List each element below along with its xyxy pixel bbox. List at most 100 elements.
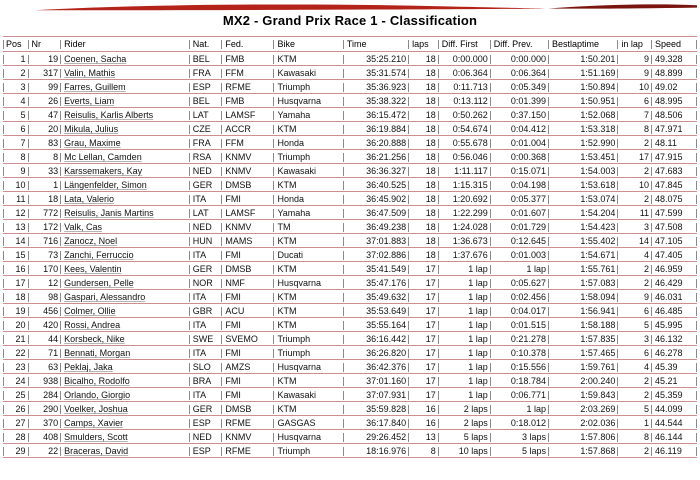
table-row: 2 317 Valin, Mathis FRA FFM Kawasaki 35:31.574… — [3, 67, 697, 80]
cell-nat: HUN — [189, 235, 223, 248]
cell-fed: FMB — [222, 95, 275, 108]
cell-pos: 2 — [3, 67, 29, 80]
cell-diff-first: 10 laps — [438, 445, 491, 458]
cell-in-lap: 4 — [618, 361, 653, 374]
cell-diff-first: 1:37.676 — [438, 249, 491, 262]
cell-bestlaptime: 1:53.451 — [548, 151, 619, 164]
cell-diff-first: 0:56.046 — [438, 151, 491, 164]
cell-bestlaptime: 1:54.423 — [548, 221, 619, 234]
cell-nat: ESP — [189, 81, 223, 94]
cell-diff-first: 1:24.028 — [438, 221, 491, 234]
cell-fed: FMI — [222, 249, 275, 262]
cell-diff-prev: 0:12.645 — [490, 235, 549, 248]
cell-rider: Coenen, Sacha — [61, 53, 190, 66]
table-row: 17 12 Gundersen, Pelle NOR NMF Husqvarna 35:47… — [3, 277, 697, 290]
cell-laps: 17 — [409, 291, 439, 304]
cell-diff-first: 0:06.364 — [438, 67, 491, 80]
table-row: 20 420 Rossi, Andrea ITA FMI KTM 35:55.164 17 1 … — [3, 319, 697, 332]
table-row: 4 26 Everts, Liam BEL FMB Husqvarna 35:38.322 1… — [3, 95, 697, 108]
cell-bike: KTM — [274, 53, 344, 66]
rider-name: Everts, Liam — [64, 96, 115, 106]
cell-in-lap: 3 — [618, 333, 653, 346]
rider-name: Längenfelder, Simon — [64, 180, 147, 190]
cell-nr: 19 — [28, 53, 62, 66]
cell-in-lap: 2 — [618, 137, 653, 150]
cell-nr: 73 — [28, 249, 62, 262]
cell-diff-first: 1 lap — [438, 305, 491, 318]
cell-pos: 22 — [3, 347, 29, 360]
cell-rider: Zanchi, Ferruccio — [61, 249, 190, 262]
cell-speed: 48.506 — [652, 109, 697, 122]
cell-nr: 420 — [28, 319, 62, 332]
rider-name: Mc Lellan, Camden — [64, 152, 142, 162]
cell-diff-first: 1 lap — [438, 375, 491, 388]
cell-laps: 18 — [409, 123, 439, 136]
cell-rider: Voelker, Joshua — [61, 403, 190, 416]
cell-speed: 47.105 — [652, 235, 697, 248]
cell-bike: Honda — [274, 193, 344, 206]
cell-laps: 17 — [409, 319, 439, 332]
cell-nat: NOR — [189, 277, 223, 290]
cell-rider: Karssemakers, Kay — [61, 165, 190, 178]
cell-bestlaptime: 1:50.201 — [548, 53, 619, 66]
cell-bike: GASGAS — [274, 417, 344, 430]
cell-nat: NED — [189, 165, 223, 178]
cell-nat: SLO — [189, 361, 223, 374]
cell-laps: 18 — [409, 221, 439, 234]
cell-time: 36:16.442 — [343, 333, 410, 346]
cell-diff-prev: 0:00.000 — [490, 53, 549, 66]
column-header-speed: Speed — [652, 36, 697, 52]
cell-fed: ACCR — [222, 123, 275, 136]
rider-name: Rossi, Andrea — [64, 320, 121, 330]
cell-diff-first: 0:13.112 — [438, 95, 491, 108]
cell-diff-prev: 0:04.412 — [490, 123, 549, 136]
cell-diff-first: 1:20.692 — [438, 193, 491, 206]
cell-rider: Lata, Valerio — [61, 193, 190, 206]
cell-laps: 17 — [409, 389, 439, 402]
cell-rider: Bicalho, Rodolfo — [61, 375, 190, 388]
column-header-bestlaptime: Bestlaptime — [548, 36, 619, 52]
cell-pos: 13 — [3, 221, 29, 234]
cell-nat: GER — [189, 263, 223, 276]
cell-laps: 18 — [409, 67, 439, 80]
cell-bestlaptime: 1:55.761 — [548, 263, 619, 276]
cell-diff-prev: 0:05.377 — [490, 193, 549, 206]
cell-bike: Triumph — [274, 151, 344, 164]
cell-bestlaptime: 1:50.951 — [548, 95, 619, 108]
cell-diff-prev: 0:10.378 — [490, 347, 549, 360]
cell-nr: 456 — [28, 305, 62, 318]
rider-name: Reisulis, Janis Martins — [64, 208, 154, 218]
column-header-diff-prev: Diff. Prev. — [490, 36, 549, 52]
cell-in-lap: 11 — [618, 207, 653, 220]
cell-time: 36:49.238 — [343, 221, 410, 234]
cell-in-lap: 2 — [618, 277, 653, 290]
table-row: 26 290 Voelker, Joshua GER DMSB KTM 35:59.828 1… — [3, 403, 697, 416]
column-header-laps: laps — [409, 36, 439, 52]
cell-bestlaptime: 1:53.318 — [548, 123, 619, 136]
cell-pos: 5 — [3, 109, 29, 122]
cell-speed: 46.429 — [652, 277, 697, 290]
cell-nat: ESP — [189, 417, 223, 430]
cell-time: 36:26.820 — [343, 347, 410, 360]
cell-speed: 45.995 — [652, 319, 697, 332]
cell-bestlaptime: 1:54.671 — [548, 249, 619, 262]
table-header: Pos Nr Rider Nat. Fed. Bike Time laps Diff. Firs… — [3, 36, 697, 52]
cell-nat: ITA — [189, 347, 223, 360]
cell-speed: 49.02 — [652, 81, 697, 94]
cell-bike: KTM — [274, 375, 344, 388]
cell-laps: 16 — [409, 403, 439, 416]
cell-time: 36:17.840 — [343, 417, 410, 430]
cell-fed: RFME — [222, 417, 275, 430]
cell-in-lap: 6 — [618, 347, 653, 360]
table-row: 18 98 Gaspari, Alessandro ITA FMI KTM 35:49.63… — [3, 291, 697, 304]
rider-name: Camps, Xavier — [64, 418, 124, 428]
cell-nat: LAT — [189, 207, 223, 220]
rider-name: Gundersen, Pelle — [64, 278, 134, 288]
cell-speed: 45.39 — [652, 361, 697, 374]
cell-diff-first: 1 lap — [438, 277, 491, 290]
table-row: 21 44 Korsbeck, Nike SWE SVEMO Triumph 36:16.4… — [3, 333, 697, 346]
cell-speed: 44.099 — [652, 403, 697, 416]
cell-fed: MAMS — [222, 235, 275, 248]
cell-pos: 11 — [3, 193, 29, 206]
